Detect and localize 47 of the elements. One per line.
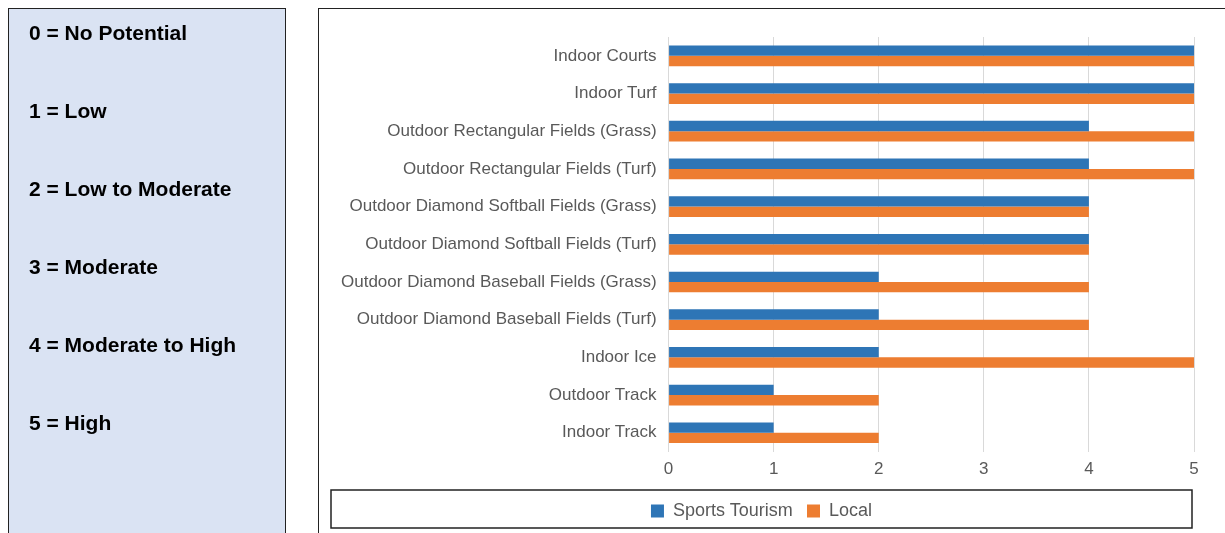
y-tick-label: Outdoor Rectangular Fields (Grass) — [387, 120, 657, 140]
bar — [669, 281, 1089, 293]
bar — [669, 271, 879, 282]
legend-label: Local — [829, 499, 873, 520]
y-tick-label: Indoor Track — [562, 422, 658, 442]
legend-label: Sports Tourism — [672, 499, 793, 520]
text: 1 = Low — [29, 99, 107, 123]
text: 4 = Moderate to High — [29, 333, 237, 357]
bar — [669, 233, 1089, 245]
y-tick-label: Outdoor Rectangular Fields (Turf) — [403, 158, 657, 178]
y-tick-label: Outdoor Diamond Softball Fields (Turf) — [365, 233, 657, 253]
y-tick-label: Outdoor Track — [548, 384, 658, 404]
bar — [669, 45, 1194, 56]
y-tick-label: Outdoor Diamond Baseball Fields (Grass) — [340, 271, 657, 291]
y-tick-label: Outdoor Diamond Baseball Fields (Turf) — [356, 309, 657, 329]
x-tick-label: 3 — [979, 459, 989, 479]
x-tick-label: 4 — [1084, 459, 1094, 479]
bar — [669, 120, 1089, 132]
x-tick-label: 5 — [1189, 459, 1199, 479]
bar — [669, 83, 1194, 94]
bar — [669, 55, 1194, 67]
bar — [669, 131, 1194, 142]
bar — [669, 319, 1089, 331]
bar — [669, 384, 774, 396]
bar — [669, 422, 774, 433]
bar — [669, 158, 1089, 169]
bar — [669, 244, 1089, 255]
text: 2 = Low to Moderate — [29, 177, 232, 201]
y-tick-label: Indoor Courts — [553, 45, 657, 65]
text: 0 = No Potential — [29, 21, 188, 45]
y-tick-label: Indoor Turf — [574, 83, 657, 103]
text: 3 = Moderate — [29, 255, 158, 279]
y-tick-label: Indoor Ice — [580, 347, 657, 367]
bar — [669, 395, 879, 406]
bar — [669, 168, 1194, 180]
x-tick-label: 0 — [663, 459, 674, 479]
bar — [669, 357, 1194, 368]
bar — [669, 206, 1089, 217]
y-tick-label: Outdoor Diamond Softball Fields (Grass) — [349, 196, 657, 216]
bar — [669, 309, 879, 320]
x-tick-label: 2 — [874, 459, 884, 479]
bar — [669, 432, 879, 444]
bar — [669, 347, 879, 358]
text: 5 = High — [29, 411, 112, 435]
x-tick-label: 1 — [768, 459, 779, 479]
bar — [669, 196, 1089, 207]
bar — [669, 93, 1194, 104]
